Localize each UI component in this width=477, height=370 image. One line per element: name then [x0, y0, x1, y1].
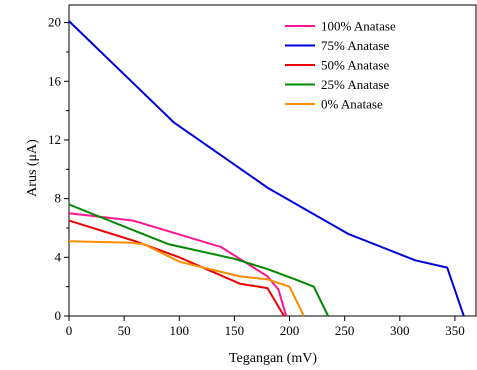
series-line-25-anatase — [68, 203, 329, 317]
plot-border — [68, 4, 477, 317]
x-tick-label: 250 — [335, 323, 355, 338]
y-tick-label: 8 — [55, 191, 62, 206]
legend: 100% Anatase 75% Anatase 50% Anatase 25% An… — [285, 19, 396, 112]
series-line-0-anatase — [68, 240, 305, 317]
legend-label: 50% Anatase — [321, 58, 389, 73]
y-tick-label: 4 — [55, 249, 62, 264]
x-axis-ticks: 0 50 100 150 200 250 300 350 — [66, 316, 465, 338]
legend-label: 25% Anatase — [321, 77, 389, 92]
x-tick-label: 200 — [280, 323, 300, 338]
x-tick-label: 0 — [66, 323, 73, 338]
series-layer — [68, 20, 465, 317]
series-line-50-anatase — [68, 219, 285, 317]
x-axis-title: Tegangan (mV) — [229, 351, 317, 366]
plot-frame — [68, 4, 477, 317]
y-tick-label: 16 — [48, 73, 62, 88]
x-tick-label: 300 — [390, 323, 410, 338]
x-tick-label: 50 — [118, 323, 131, 338]
x-tick-label: 150 — [225, 323, 245, 338]
x-tick-label: 100 — [170, 323, 190, 338]
y-tick-label: 20 — [48, 15, 61, 30]
y-axis-ticks: 0 4 8 12 16 20 — [48, 15, 69, 323]
legend-label: 0% Anatase — [321, 97, 383, 112]
legend-label: 100% Anatase — [321, 19, 396, 34]
x-tick-label: 350 — [445, 323, 465, 338]
legend-label: 75% Anatase — [321, 38, 389, 53]
y-tick-label: 0 — [55, 308, 62, 323]
y-tick-label: 12 — [48, 132, 61, 147]
y-axis-title: Arus (μA) — [25, 139, 40, 197]
series-line-75-anatase — [68, 20, 465, 317]
